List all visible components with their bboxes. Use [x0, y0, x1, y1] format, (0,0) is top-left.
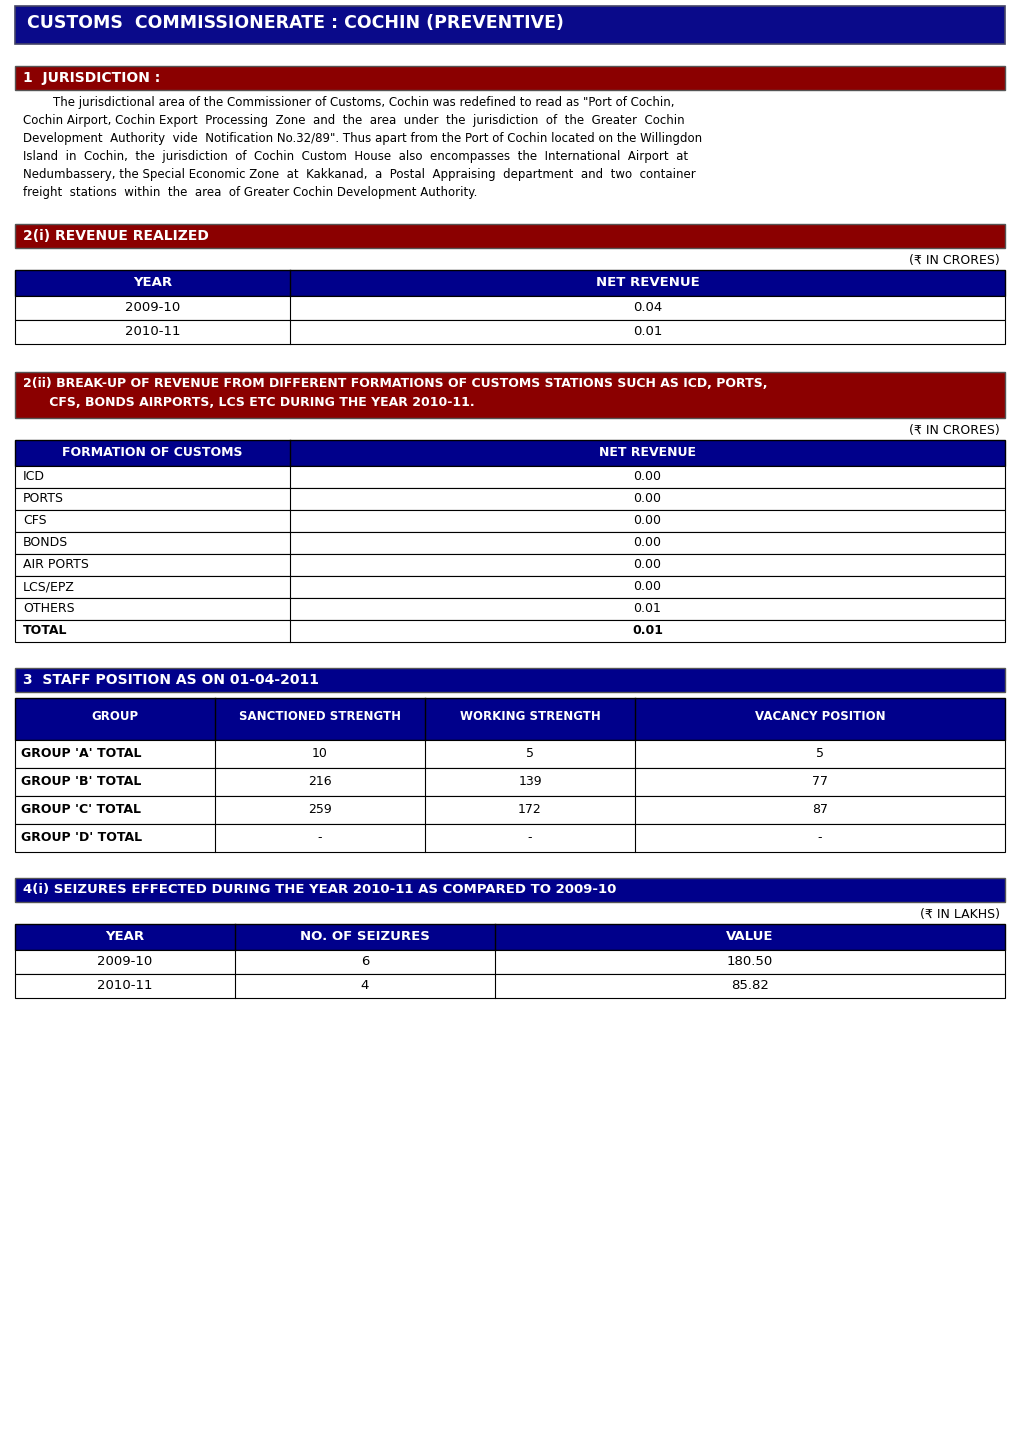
- Bar: [15, 510, 1004, 531]
- Text: 6: 6: [361, 955, 369, 968]
- Text: OTHERS: OTHERS: [23, 602, 74, 615]
- Text: NET REVENUE: NET REVENUE: [598, 446, 695, 459]
- Text: 1  JURISDICTION :: 1 JURISDICTION :: [23, 71, 160, 85]
- Bar: [15, 668, 1004, 693]
- Text: 172: 172: [518, 804, 541, 816]
- Text: BONDS: BONDS: [23, 536, 68, 549]
- Text: Nedumbassery, the Special Economic Zone  at  Kakkanad,  a  Postal  Appraising  d: Nedumbassery, the Special Economic Zone …: [23, 168, 695, 181]
- Text: CFS, BONDS AIRPORTS, LCS ETC DURING THE YEAR 2010-11.: CFS, BONDS AIRPORTS, LCS ETC DURING THE …: [23, 396, 474, 409]
- Text: 2009-10: 2009-10: [97, 955, 153, 968]
- Text: (₹ IN CRORES): (₹ IN CRORES): [908, 423, 999, 436]
- Bar: [15, 621, 1004, 642]
- Text: 10: 10: [312, 747, 328, 760]
- Text: (₹ IN CRORES): (₹ IN CRORES): [908, 253, 999, 266]
- Text: VALUE: VALUE: [726, 930, 773, 943]
- Text: 85.82: 85.82: [731, 979, 768, 992]
- Text: 139: 139: [518, 775, 541, 788]
- Text: 0.04: 0.04: [632, 301, 661, 314]
- Bar: [15, 6, 1004, 45]
- Text: 0.01: 0.01: [632, 325, 661, 338]
- Text: 2(ii) BREAK-UP OF REVENUE FROM DIFFERENT FORMATIONS OF CUSTOMS STATIONS SUCH AS : 2(ii) BREAK-UP OF REVENUE FROM DIFFERENT…: [23, 377, 766, 390]
- Bar: [15, 740, 1004, 768]
- Text: GROUP 'B' TOTAL: GROUP 'B' TOTAL: [21, 775, 142, 788]
- Text: ICD: ICD: [23, 469, 45, 482]
- Bar: [15, 698, 1004, 740]
- Bar: [15, 768, 1004, 796]
- Text: 259: 259: [308, 804, 331, 816]
- Bar: [15, 271, 1004, 297]
- Bar: [15, 598, 1004, 621]
- Text: 0.00: 0.00: [633, 514, 661, 527]
- Text: SANCTIONED STRENGTH: SANCTIONED STRENGTH: [238, 710, 400, 723]
- Bar: [15, 297, 1004, 320]
- Text: GROUP 'D' TOTAL: GROUP 'D' TOTAL: [21, 831, 142, 844]
- Bar: [15, 924, 1004, 950]
- Bar: [15, 225, 1004, 248]
- Text: 2(i) REVENUE REALIZED: 2(i) REVENUE REALIZED: [23, 229, 209, 243]
- Bar: [15, 66, 1004, 89]
- Text: CUSTOMS  COMMISSIONERATE : COCHIN (PREVENTIVE): CUSTOMS COMMISSIONERATE : COCHIN (PREVEN…: [26, 14, 564, 32]
- Text: -: -: [527, 831, 532, 844]
- Text: 5: 5: [815, 747, 823, 760]
- Text: -: -: [817, 831, 821, 844]
- Text: PORTS: PORTS: [23, 492, 64, 505]
- Text: Island  in  Cochin,  the  jurisdiction  of  Cochin  Custom  House  also  encompa: Island in Cochin, the jurisdiction of Co…: [23, 150, 688, 163]
- Bar: [15, 531, 1004, 554]
- Text: Cochin Airport, Cochin Export  Processing  Zone  and  the  area  under  the  jur: Cochin Airport, Cochin Export Processing…: [23, 114, 684, 127]
- Bar: [15, 488, 1004, 510]
- Text: 0.01: 0.01: [633, 602, 660, 615]
- Text: VACANCY POSITION: VACANCY POSITION: [754, 710, 884, 723]
- Text: 0.00: 0.00: [633, 580, 661, 593]
- Text: (₹ IN LAKHS): (₹ IN LAKHS): [919, 909, 999, 922]
- Text: AIR PORTS: AIR PORTS: [23, 557, 89, 572]
- Text: 2010-11: 2010-11: [124, 325, 180, 338]
- Text: YEAR: YEAR: [132, 276, 172, 289]
- Text: TOTAL: TOTAL: [23, 624, 67, 636]
- Text: GROUP 'C' TOTAL: GROUP 'C' TOTAL: [21, 804, 141, 816]
- Bar: [15, 467, 1004, 488]
- Text: 5: 5: [526, 747, 534, 760]
- Bar: [15, 372, 1004, 418]
- Text: 180.50: 180.50: [727, 955, 772, 968]
- Text: freight  stations  within  the  area  of Greater Cochin Development Authority.: freight stations within the area of Grea…: [23, 186, 477, 199]
- Text: 0.01: 0.01: [632, 624, 662, 636]
- Text: -: -: [318, 831, 322, 844]
- Text: 87: 87: [811, 804, 827, 816]
- Text: GROUP 'A' TOTAL: GROUP 'A' TOTAL: [21, 747, 142, 760]
- Text: 3  STAFF POSITION AS ON 01-04-2011: 3 STAFF POSITION AS ON 01-04-2011: [23, 672, 319, 687]
- Text: NO. OF SEIZURES: NO. OF SEIZURES: [300, 930, 430, 943]
- Text: YEAR: YEAR: [105, 930, 145, 943]
- Text: 4(i) SEIZURES EFFECTED DURING THE YEAR 2010-11 AS COMPARED TO 2009-10: 4(i) SEIZURES EFFECTED DURING THE YEAR 2…: [23, 883, 615, 896]
- Bar: [15, 576, 1004, 598]
- Text: Development  Authority  vide  Notification No.32/89". Thus apart from the Port o: Development Authority vide Notification …: [23, 132, 701, 145]
- Text: 0.00: 0.00: [633, 492, 661, 505]
- Bar: [15, 824, 1004, 852]
- Text: GROUP: GROUP: [92, 710, 139, 723]
- Text: LCS/EPZ: LCS/EPZ: [23, 580, 74, 593]
- Text: 0.00: 0.00: [633, 469, 661, 482]
- Bar: [15, 554, 1004, 576]
- Text: CFS: CFS: [23, 514, 47, 527]
- Bar: [15, 320, 1004, 344]
- Text: 77: 77: [811, 775, 827, 788]
- Text: 0.00: 0.00: [633, 536, 661, 549]
- Bar: [15, 441, 1004, 467]
- Text: FORMATION OF CUSTOMS: FORMATION OF CUSTOMS: [62, 446, 243, 459]
- Text: 2010-11: 2010-11: [97, 979, 153, 992]
- Text: 0.00: 0.00: [633, 557, 661, 572]
- Bar: [15, 878, 1004, 901]
- Bar: [15, 796, 1004, 824]
- Text: 4: 4: [361, 979, 369, 992]
- Text: 2009-10: 2009-10: [124, 301, 180, 314]
- Text: The jurisdictional area of the Commissioner of Customs, Cochin was redefined to : The jurisdictional area of the Commissio…: [23, 96, 674, 109]
- Text: 216: 216: [308, 775, 331, 788]
- Bar: [15, 973, 1004, 998]
- Bar: [15, 950, 1004, 973]
- Text: NET REVENUE: NET REVENUE: [595, 276, 699, 289]
- Text: WORKING STRENGTH: WORKING STRENGTH: [460, 710, 600, 723]
